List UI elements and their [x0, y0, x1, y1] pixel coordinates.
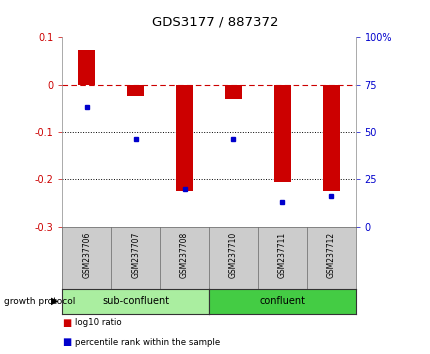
Bar [322, 85, 339, 191]
Text: sub-confluent: sub-confluent [102, 296, 169, 306]
Text: GSM237712: GSM237712 [326, 232, 335, 278]
Text: GSM237710: GSM237710 [228, 232, 237, 278]
Text: ■: ■ [62, 337, 71, 347]
Text: growth protocol: growth protocol [4, 297, 76, 306]
Text: confluent: confluent [259, 296, 304, 306]
Text: GSM237706: GSM237706 [82, 232, 91, 278]
Bar [127, 85, 144, 96]
Text: GSM237708: GSM237708 [180, 232, 189, 278]
Bar [273, 85, 290, 182]
Text: GSM237707: GSM237707 [131, 232, 140, 278]
Text: ▶: ▶ [51, 296, 58, 306]
Text: GDS3177 / 887372: GDS3177 / 887372 [152, 16, 278, 29]
Bar [176, 85, 193, 191]
Bar [78, 50, 95, 85]
Text: percentile rank within the sample: percentile rank within the sample [75, 338, 220, 347]
Text: GSM237711: GSM237711 [277, 232, 286, 278]
Text: log10 ratio: log10 ratio [75, 318, 122, 327]
Text: ■: ■ [62, 318, 71, 328]
Bar [224, 85, 242, 99]
